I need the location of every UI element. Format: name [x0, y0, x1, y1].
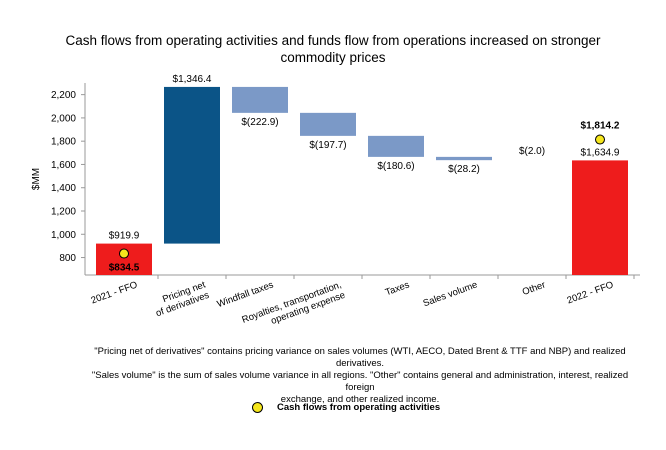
axes: 800 1,000 1,200 1,400 1,600 1,800 2,000 2,200 $M… [31, 83, 640, 279]
y-tick-label: 2,000 [51, 113, 76, 124]
cash-flow-points: $834.5 $1,814.2 [109, 121, 620, 274]
x-tick-label: Pricing netof derivatives [151, 279, 211, 319]
x-tick-label-line: 2022 - FFO [566, 279, 615, 306]
y-tick-label: 1,400 [51, 183, 76, 194]
x-tick-labels: 2021 - FFO Pricing netof derivatives Windf… [90, 279, 615, 327]
footnote-line: exchange, and other realized income. [280, 394, 440, 405]
x-tick-label-line: Other [521, 279, 547, 297]
bar [300, 112, 356, 136]
cash-flow-label: $1,814.2 [581, 121, 620, 132]
bars [96, 86, 628, 275]
x-tick-label: 2022 - FFO [566, 279, 615, 306]
y-tick-label: 1,200 [51, 207, 76, 218]
cash-flow-point [595, 134, 605, 145]
x-tick-label: 2021 - FFO [90, 279, 139, 306]
chart-title: Cash flows from operating activities and… [65, 33, 601, 65]
x-tick-label: Sales volume [422, 279, 479, 309]
footnote-line: "Sales volume" is the sum of sales volum… [91, 370, 629, 393]
y-tick-label: 800 [59, 253, 76, 264]
data-label: $(222.9) [241, 117, 278, 128]
footnote: "Pricing net of derivatives" contains pr… [80, 346, 640, 406]
bar [368, 135, 424, 157]
x-tick-label-line: 2021 - FFO [90, 279, 139, 306]
x-tick-label-line: Taxes [384, 279, 411, 298]
bar [164, 86, 220, 244]
data-label: $(2.0) [519, 146, 545, 157]
legend-marker-circle-icon [252, 402, 263, 413]
y-axis-label: $MM [31, 168, 42, 190]
data-label: $1,634.9 [581, 147, 620, 158]
x-tick-label: Other [521, 279, 547, 297]
x-tick-label-line: Sales volume [422, 279, 479, 309]
data-label: $(197.7) [309, 140, 346, 151]
legend: Cash flows from operating activities [252, 402, 440, 413]
cash-flow-point [119, 248, 129, 259]
waterfall-chart: 800 1,000 1,200 1,400 1,600 1,800 2,000 2,200 $M… [31, 74, 640, 327]
x-tick-label: Taxes [384, 279, 411, 298]
data-label: $1,346.4 [173, 74, 212, 85]
y-tick-label: 1,600 [51, 160, 76, 171]
y-tick-label: 2,200 [51, 90, 76, 101]
y-tick-label: 1,000 [51, 230, 76, 241]
bar [436, 156, 492, 161]
y-tick-label: 1,800 [51, 137, 76, 148]
legend-label: Cash flows from operating activities [277, 402, 441, 413]
data-labels: $919.9 $1,346.4 $(222.9) $(197.7) $(180.6) $(… [109, 74, 620, 242]
data-label: $(28.2) [448, 164, 480, 175]
data-label: $(180.6) [377, 161, 414, 172]
cash-flow-label: $834.5 [109, 263, 140, 274]
footnote-line: "Pricing net of derivatives" contains pr… [94, 346, 626, 369]
bar [572, 160, 628, 275]
bar [232, 86, 288, 113]
data-label: $919.9 [109, 231, 140, 242]
